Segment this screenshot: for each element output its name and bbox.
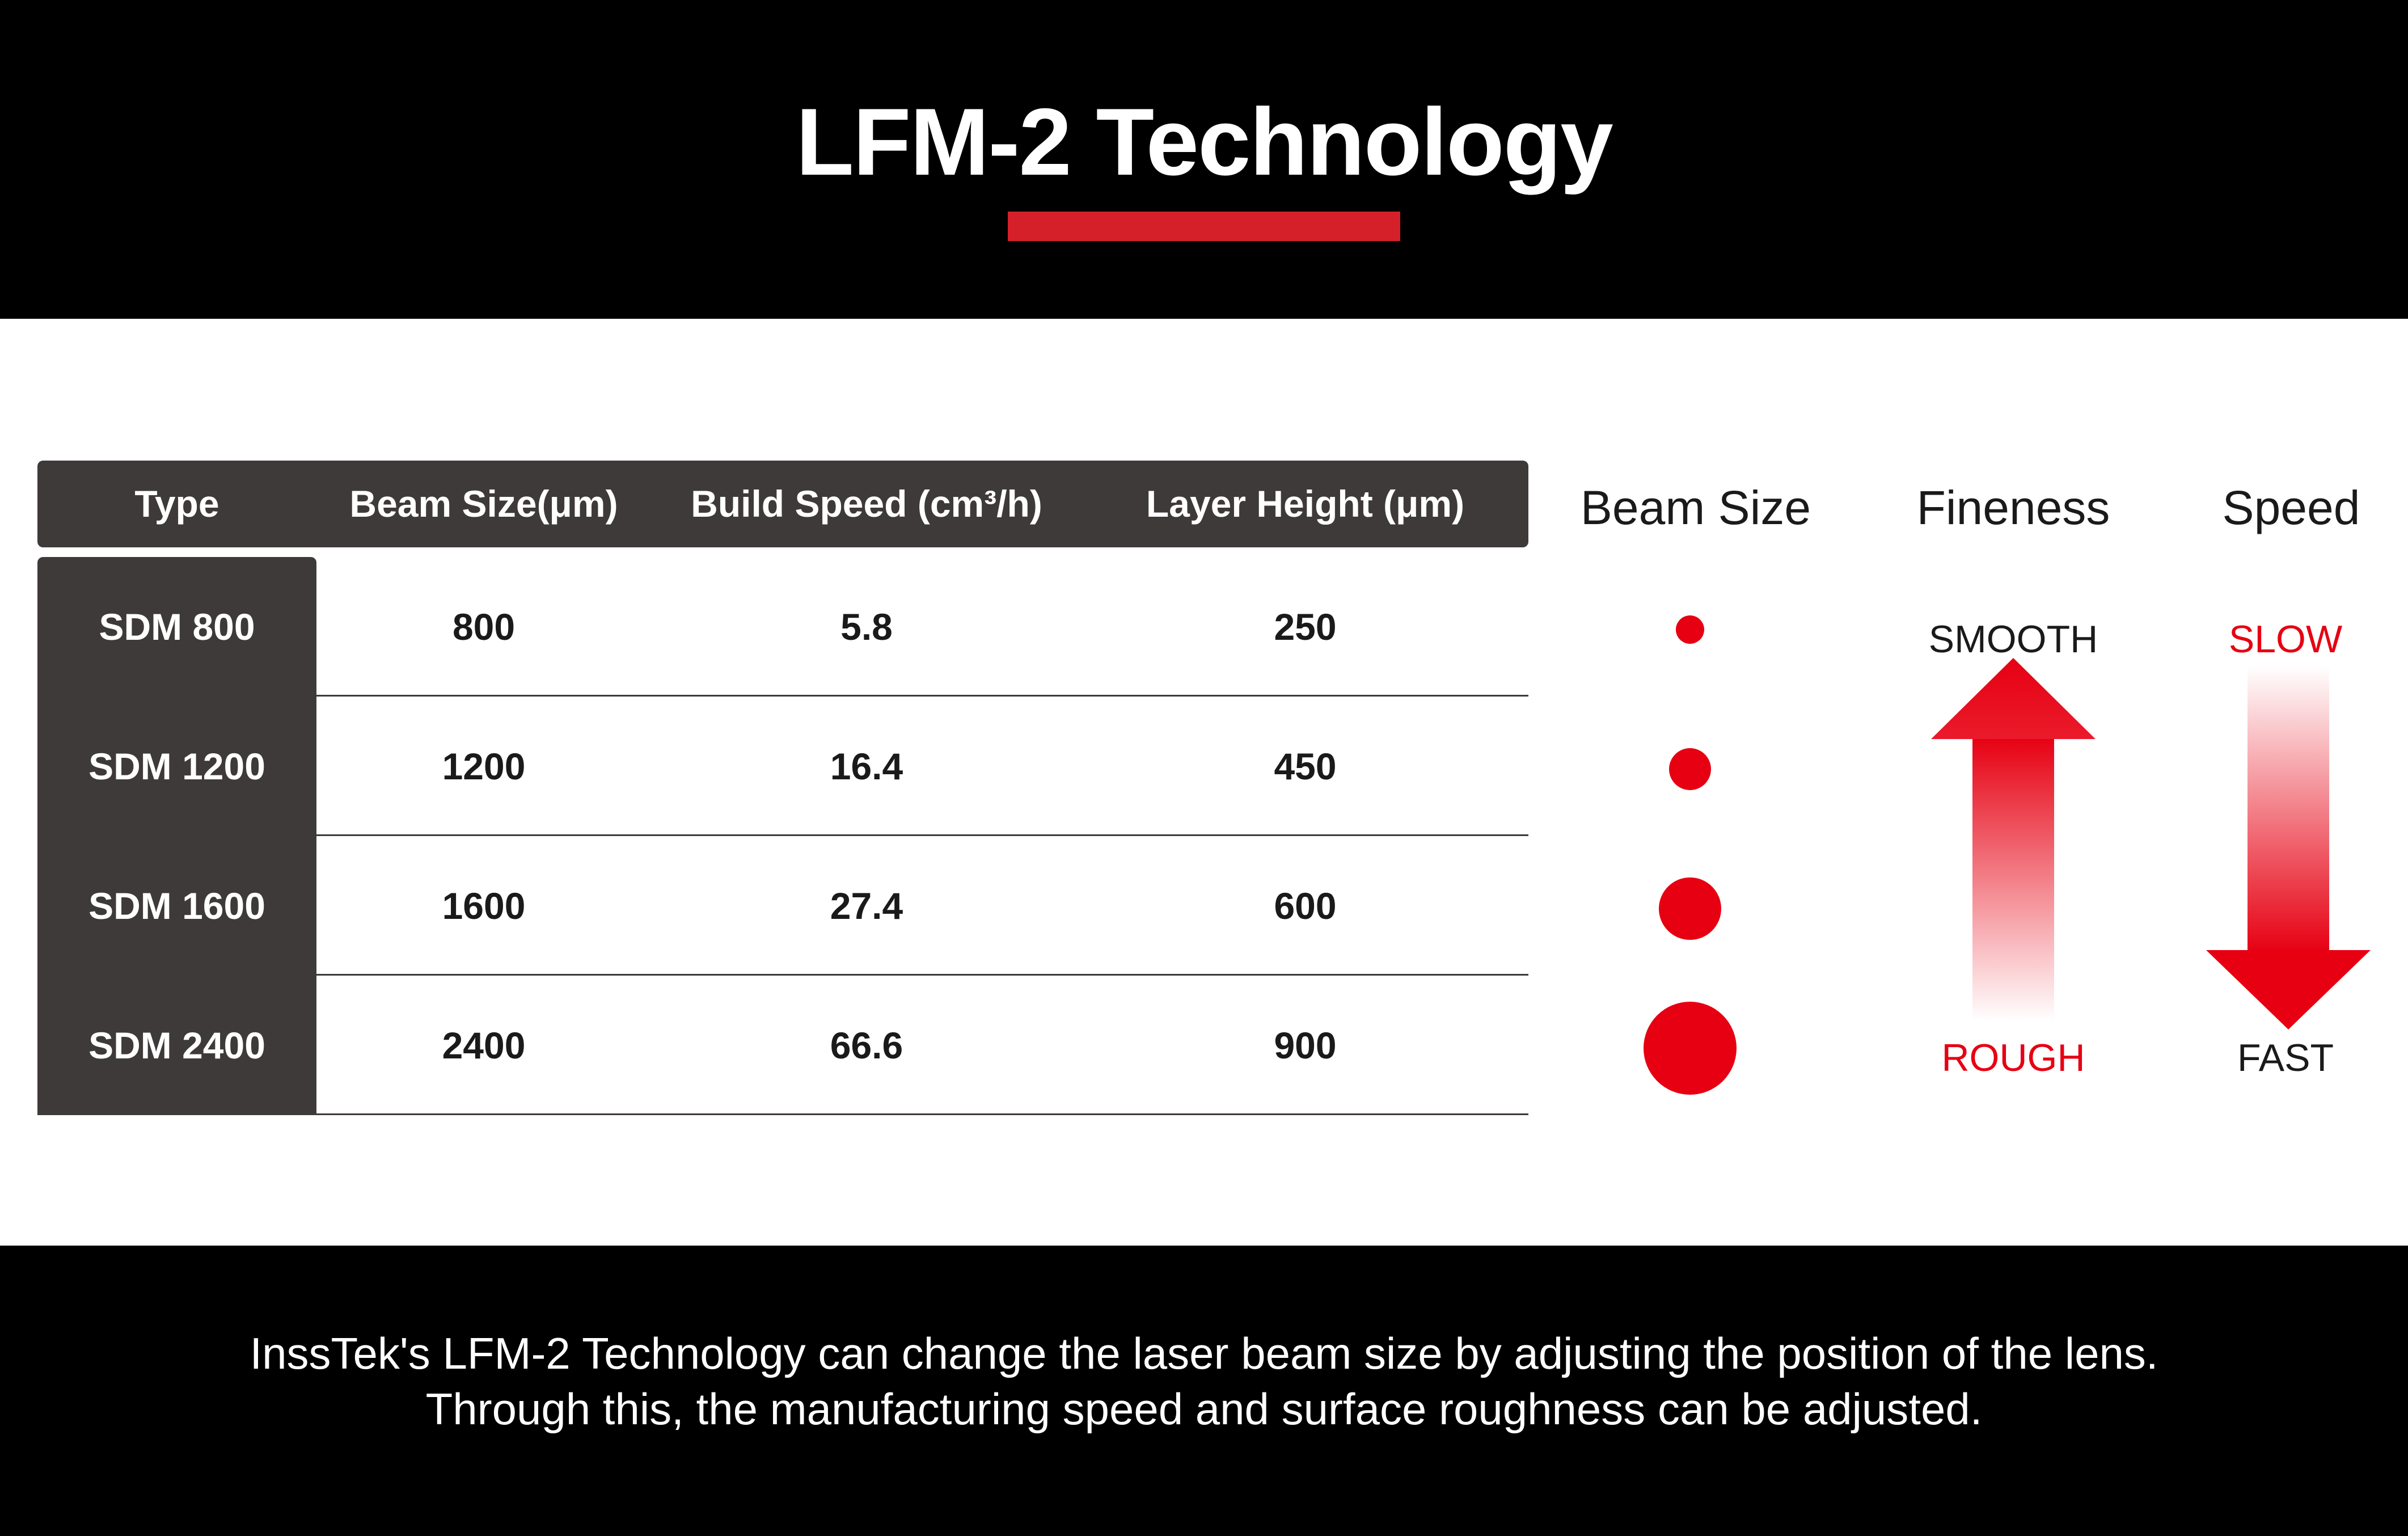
beam-size-heading: Beam Size	[1580, 481, 1811, 534]
arrow-down-icon	[2206, 666, 2371, 1029]
beam-size-cell: 1600	[442, 885, 526, 927]
layer-height-cell: 900	[1274, 1024, 1337, 1066]
top-banner: LFM-2 Technology	[0, 0, 2408, 319]
row-divider	[316, 695, 1528, 697]
layer-height-cell: 250	[1274, 606, 1337, 648]
type-cell: SDM 1200	[88, 745, 265, 787]
beam-dot-2400	[1644, 1002, 1737, 1095]
type-cell: SDM 800	[99, 606, 255, 648]
column-header-layer-height: Layer Height (μm)	[1146, 483, 1465, 525]
speed-top-label: SLOW	[2228, 618, 2343, 661]
table-header: Type Beam Size(μm) Build Speed (cm³/h) L…	[37, 461, 1528, 547]
fineness-bottom-label: ROUGH	[1941, 1036, 2085, 1079]
table-row: SDM 1600 1600 27.4 600	[37, 836, 1528, 976]
row-divider	[316, 834, 1528, 836]
beam-dot-800	[1676, 615, 1704, 644]
title-underline	[1008, 212, 1400, 241]
layer-height-cell: 600	[1274, 885, 1337, 927]
layer-height-cell: 450	[1274, 745, 1337, 787]
build-speed-cell: 66.6	[830, 1024, 903, 1066]
beam-size-cell: 800	[452, 606, 516, 648]
table-row: SDM 800 800 5.8 250	[37, 557, 1528, 697]
type-cell: SDM 2400	[88, 1024, 265, 1066]
column-header-beam-size: Beam Size(μm)	[349, 483, 618, 525]
description-line-1: InssTek's LFM-2 Technology can change th…	[250, 1328, 2158, 1378]
beam-size-cell: 2400	[442, 1024, 526, 1066]
speed-bottom-label: FAST	[2237, 1036, 2334, 1079]
description-line-2: Through this, the manufacturing speed an…	[425, 1384, 1983, 1434]
beam-dot-1200	[1669, 748, 1711, 790]
row-divider	[316, 974, 1528, 976]
type-cell: SDM 1600	[88, 885, 265, 927]
beam-size-cell: 1200	[442, 745, 526, 787]
table-row: SDM 2400 2400 66.6 900	[37, 976, 1528, 1115]
page-title: LFM-2 Technology	[796, 88, 1613, 195]
row-divider	[37, 1113, 1528, 1115]
build-speed-cell: 5.8	[840, 606, 893, 648]
column-header-type: Type	[134, 483, 219, 525]
arrow-up-icon	[1931, 658, 2096, 1021]
column-header-build-speed: Build Speed (cm³/h)	[691, 483, 1042, 525]
type-column	[37, 557, 316, 1115]
fineness-heading: Fineness	[1916, 481, 2110, 534]
bottom-banner: InssTek's LFM-2 Technology can change th…	[0, 1246, 2408, 1536]
speed-heading: Speed	[2222, 481, 2360, 534]
table-row: SDM 1200 1200 16.4 450	[37, 697, 1528, 836]
build-speed-cell: 16.4	[830, 745, 903, 787]
build-speed-cell: 27.4	[830, 885, 903, 927]
beam-dot-1600	[1659, 877, 1721, 940]
fineness-top-label: SMOOTH	[1928, 618, 2098, 661]
